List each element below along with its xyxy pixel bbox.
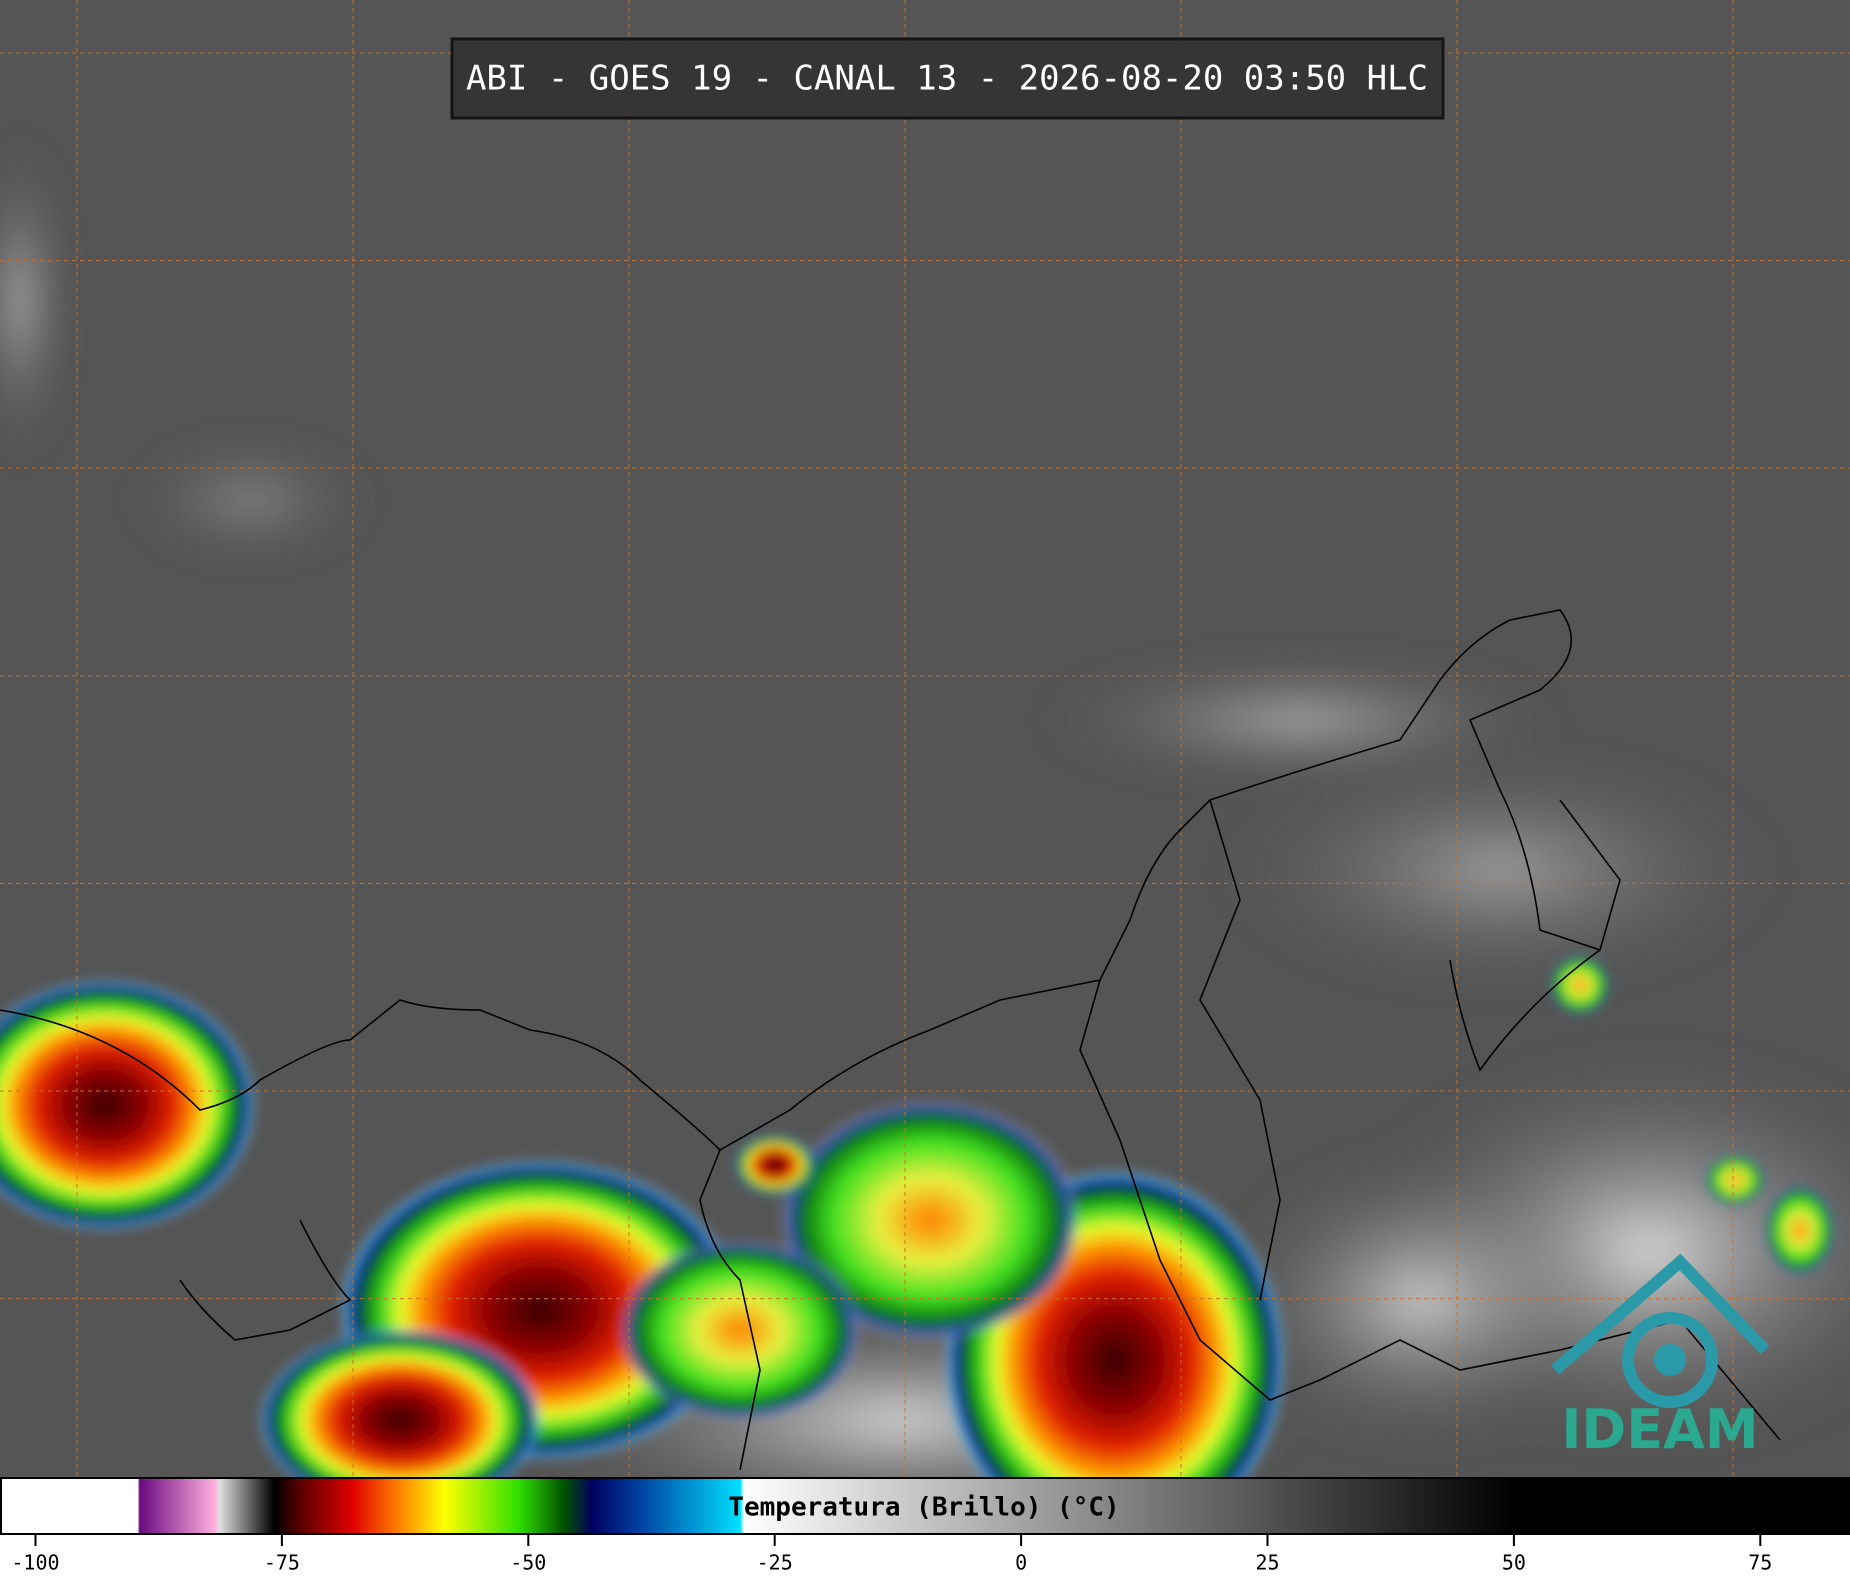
colorbar — [0, 1477, 1850, 1535]
colorbar-label: Temperatura (Brillo) (°C) — [728, 1493, 1119, 1523]
tick-label: 25 — [1255, 1551, 1279, 1575]
title-box: ABI - GOES 19 - CANAL 13 - 2026-08-20 03… — [450, 37, 1445, 120]
tick-label: 75 — [1748, 1551, 1772, 1575]
title: ABI - GOES 19 - CANAL 13 - 2026-08-20 03… — [466, 59, 1428, 99]
grid — [0, 0, 1850, 1477]
tick-label: -25 — [757, 1551, 793, 1575]
tick-label: -75 — [264, 1551, 300, 1575]
logo-text: IDEAM — [1561, 1398, 1758, 1461]
storm-cells — [0, 955, 1835, 1550]
tick-label: 50 — [1502, 1551, 1526, 1575]
logo: IDEAM — [1551, 1253, 1770, 1461]
tick-label: -50 — [510, 1551, 546, 1575]
colorbar-ticks: -100 -75 -50 -25 0 25 50 75 — [11, 1534, 1772, 1575]
tick-label: 0 — [1015, 1551, 1027, 1575]
tick-label: -100 — [11, 1551, 59, 1575]
